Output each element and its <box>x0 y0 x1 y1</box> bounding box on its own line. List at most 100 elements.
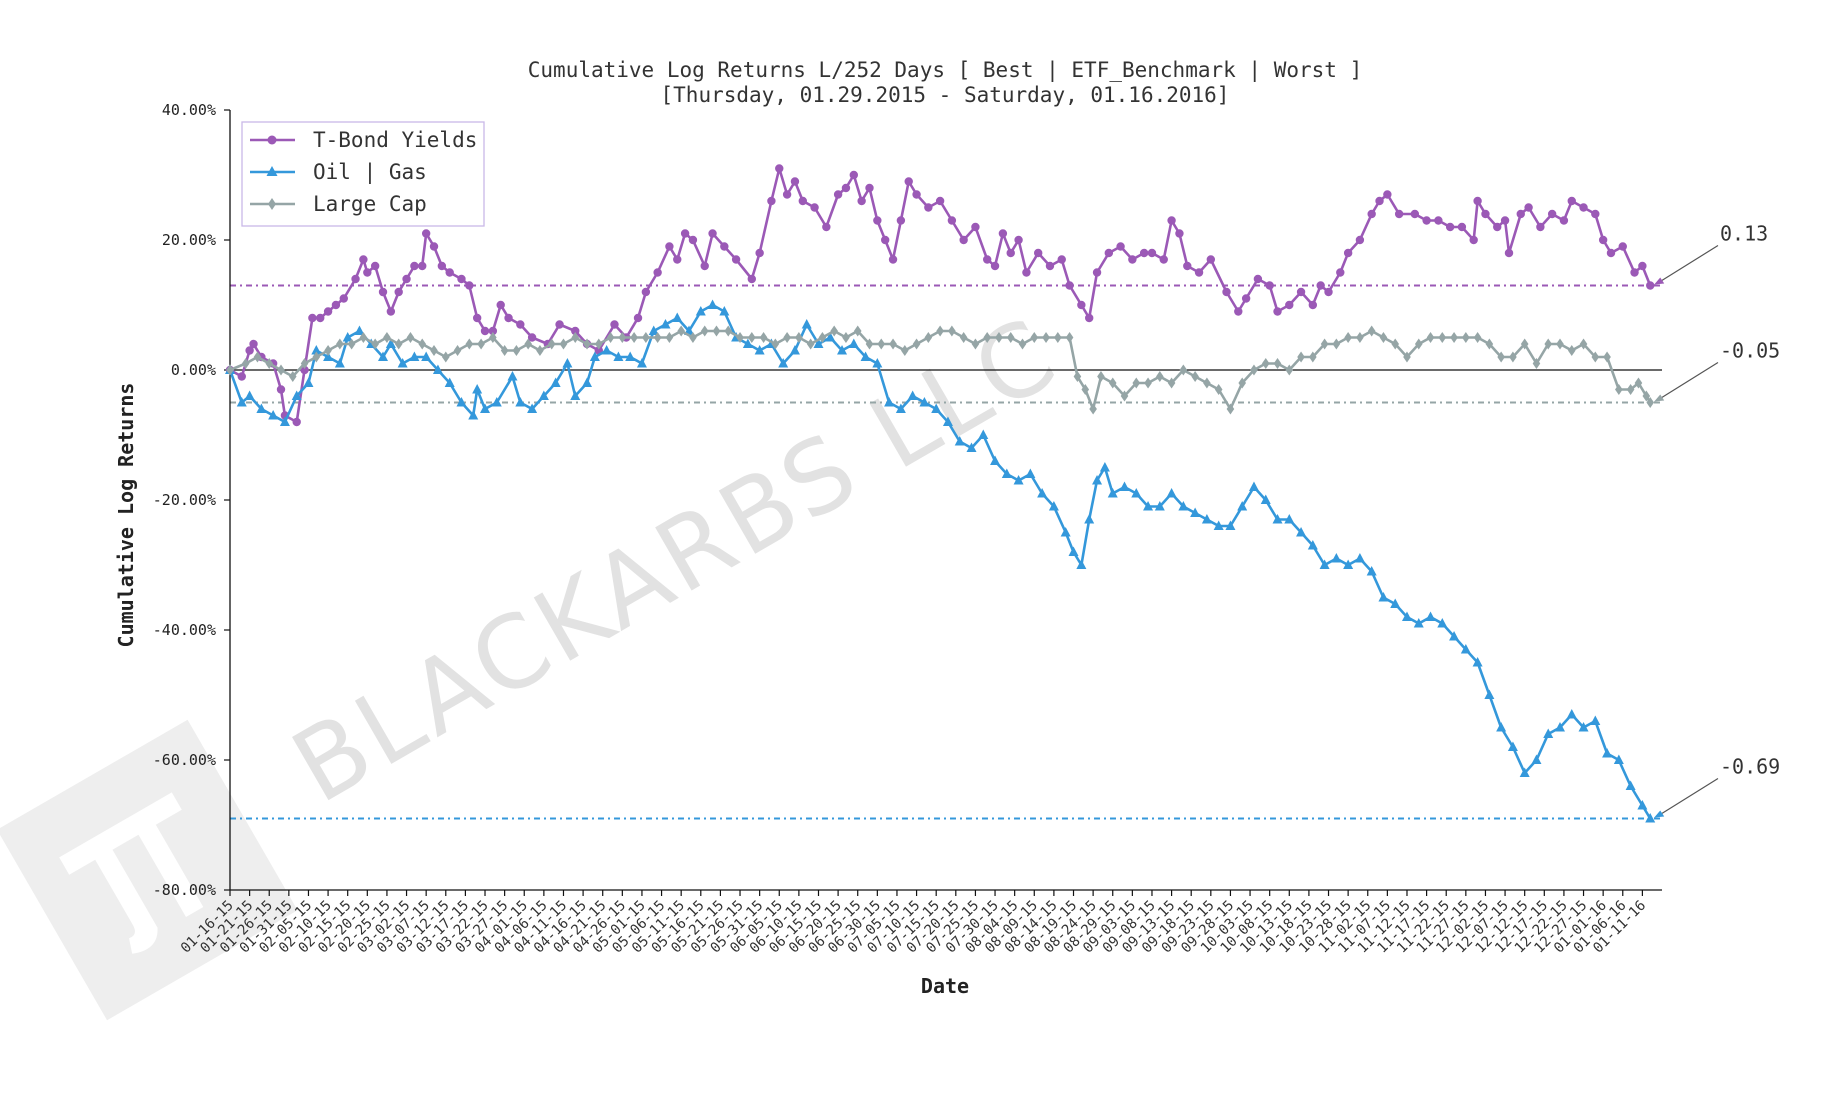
data-point <box>1524 203 1533 212</box>
data-point <box>1084 514 1095 524</box>
data-point <box>1092 475 1103 485</box>
data-point <box>1265 281 1274 290</box>
data-point <box>919 397 930 407</box>
data-point <box>394 338 403 350</box>
data-point <box>889 338 897 350</box>
data-point <box>555 320 564 329</box>
data-point <box>1626 384 1635 395</box>
data-point <box>402 274 411 284</box>
data-point <box>418 338 427 350</box>
data-point <box>226 364 234 376</box>
data-point <box>1042 332 1050 343</box>
data-point <box>1450 332 1458 343</box>
annotation-label: 0.13 <box>1720 222 1768 246</box>
data-point <box>630 332 638 343</box>
data-point <box>1092 268 1102 277</box>
data-point <box>1520 338 1529 350</box>
data-point <box>559 338 568 350</box>
data-point <box>1014 235 1023 245</box>
data-point <box>1030 332 1039 343</box>
series-oil-gas <box>225 299 1656 823</box>
data-point <box>1566 709 1577 719</box>
data-point <box>571 332 580 343</box>
data-point <box>1045 261 1055 271</box>
series-layer <box>225 164 1656 823</box>
data-point <box>888 255 898 264</box>
data-point <box>453 345 462 356</box>
data-point <box>688 235 698 245</box>
data-point <box>1625 780 1636 790</box>
data-point <box>1201 514 1212 524</box>
data-point <box>512 345 521 356</box>
data-point <box>472 384 483 394</box>
data-point <box>1073 371 1082 382</box>
data-point <box>1519 767 1530 777</box>
data-point <box>1116 242 1125 251</box>
data-point <box>1226 403 1235 415</box>
data-point <box>1516 209 1525 219</box>
data-point <box>1065 281 1074 290</box>
data-point <box>308 313 317 323</box>
data-point <box>1006 332 1015 343</box>
data-point <box>1554 722 1565 732</box>
data-point <box>312 351 321 363</box>
data-point <box>1579 203 1588 212</box>
data-point <box>833 190 843 199</box>
data-point <box>1547 209 1557 219</box>
data-point <box>397 358 408 368</box>
data-point <box>782 190 792 199</box>
data-point <box>594 338 603 350</box>
data-point <box>660 319 671 329</box>
data-point <box>378 287 388 297</box>
data-point <box>1006 248 1015 258</box>
y-tick-label: 0.00% <box>171 361 216 379</box>
data-point <box>480 326 490 336</box>
data-point <box>1354 553 1365 563</box>
data-point <box>1260 494 1271 504</box>
data-point <box>1320 338 1329 350</box>
annotation-arrowhead-icon <box>1654 394 1665 402</box>
data-point <box>359 332 368 343</box>
data-point <box>496 300 505 310</box>
data-point <box>421 229 431 238</box>
data-point <box>613 351 624 361</box>
data-point <box>695 306 706 316</box>
data-point <box>636 358 647 368</box>
data-point <box>571 326 580 336</box>
data-point <box>633 313 643 323</box>
data-point <box>1536 222 1545 232</box>
annotation-arrowhead-icon <box>1654 277 1665 285</box>
data-point <box>736 332 744 343</box>
data-point <box>1147 248 1157 258</box>
data-point <box>1613 754 1624 764</box>
data-point <box>865 338 874 350</box>
data-point <box>1567 345 1576 356</box>
data-point <box>394 287 403 297</box>
annotation-arrow <box>1659 244 1719 283</box>
data-point <box>406 332 415 343</box>
data-point <box>1375 196 1384 206</box>
data-point <box>1248 481 1259 491</box>
data-point <box>877 338 886 350</box>
data-point <box>924 332 933 343</box>
data-point <box>966 442 977 452</box>
data-point <box>1143 501 1154 511</box>
data-point <box>1401 611 1412 621</box>
data-point <box>1366 566 1377 576</box>
data-point <box>959 235 968 245</box>
data-point <box>775 164 784 173</box>
data-point <box>1273 307 1282 316</box>
data-point <box>437 261 447 271</box>
data-point <box>642 332 650 343</box>
data-point <box>1343 248 1353 258</box>
data-point <box>1261 358 1270 369</box>
data-point <box>754 345 765 355</box>
data-point <box>324 345 332 356</box>
data-point <box>268 410 279 420</box>
data-point <box>1343 559 1354 569</box>
data-point <box>249 339 258 349</box>
data-point <box>441 351 450 363</box>
data-point <box>1383 190 1392 199</box>
data-point <box>1484 689 1495 699</box>
